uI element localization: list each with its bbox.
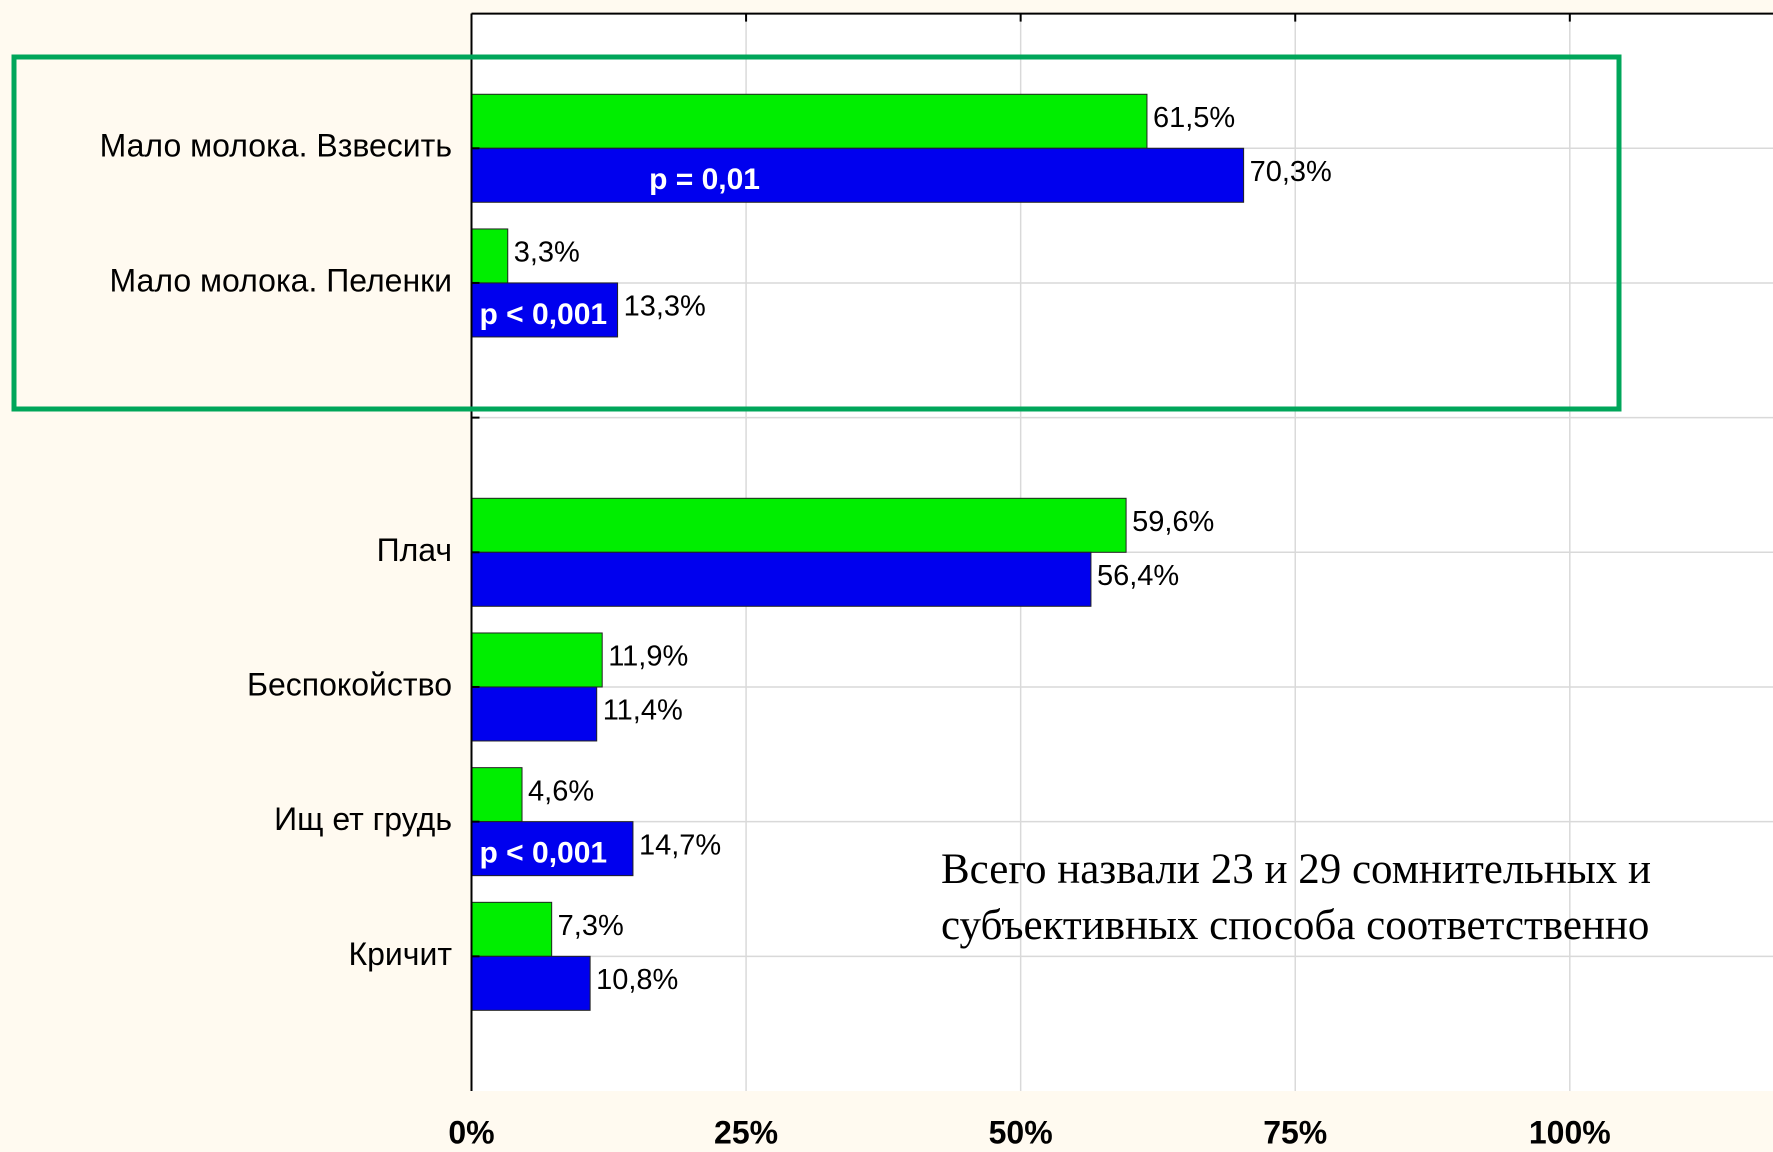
bar: [471, 767, 523, 823]
y-tick-label: Мало молока. Взвесить: [100, 128, 452, 164]
bar: [471, 147, 1245, 203]
y-tick-label: Кричит: [348, 936, 452, 972]
x-tick-label: 25%: [714, 1114, 778, 1150]
value-label: 3,3%: [514, 237, 580, 269]
highlight-box: [11, 54, 1622, 412]
y-tick-label: Мало молока. Пеленки: [110, 262, 452, 298]
value-label: 61,5%: [1153, 102, 1235, 134]
bar: [471, 551, 1092, 607]
bar: [471, 497, 1127, 553]
bar: [471, 93, 1148, 149]
x-tick-label: 100%: [1529, 1114, 1611, 1150]
y-tick-label: Беспокойство: [247, 666, 452, 702]
value-label: 13,3%: [624, 291, 706, 323]
value-label: 56,4%: [1097, 560, 1179, 592]
value-label: 7,3%: [558, 910, 624, 942]
value-label: 11,4%: [603, 695, 683, 727]
p-value-label: p < 0,001: [480, 837, 608, 870]
p-value-label: p < 0,001: [480, 298, 608, 331]
x-tick-label: 0%: [448, 1114, 494, 1150]
plot-layer: [470, 13, 1773, 1091]
value-label: 70,3%: [1250, 156, 1332, 188]
annotation: Всего назвали 23 и 29 сомнительных и: [941, 846, 1651, 893]
value-label: 14,7%: [639, 829, 721, 861]
bar: [471, 901, 553, 957]
p-value-label: p = 0,01: [649, 163, 760, 196]
value-label: 4,6%: [528, 775, 594, 807]
bar: [471, 955, 591, 1011]
value-label: 10,8%: [596, 964, 678, 996]
annotation: субъективных способа соответственно: [941, 902, 1649, 949]
bar: [471, 821, 634, 877]
value-label: 11,9%: [608, 641, 688, 673]
bar: [471, 686, 598, 742]
y-tick-label: Плач: [377, 532, 452, 568]
value-label: 59,6%: [1132, 506, 1214, 538]
x-tick-label: 50%: [989, 1114, 1053, 1150]
y-tick-label: Ищ ет грудь: [274, 801, 452, 837]
bar: [471, 228, 509, 284]
bar: [471, 632, 603, 688]
x-tick-label: 75%: [1263, 1114, 1327, 1150]
